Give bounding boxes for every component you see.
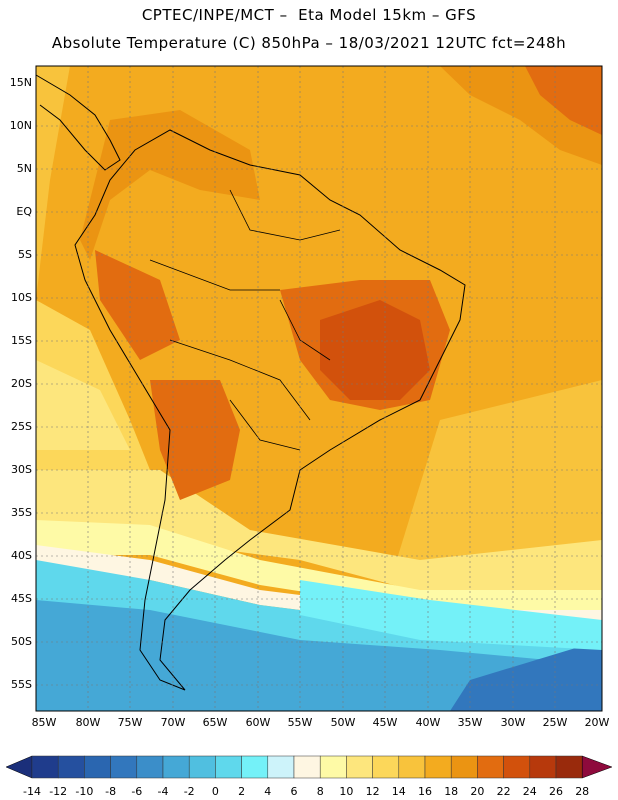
lat-label: 25S — [11, 420, 32, 433]
lat-label: 35S — [11, 506, 32, 519]
field-coldest-southeast — [450, 640, 602, 711]
lat-label: 20S — [11, 377, 32, 390]
colorbar-segment — [398, 755, 426, 779]
field-cold-core — [36, 600, 602, 711]
chart-title-line1: CPTEC/INPE/MCT – Eta Model 15km – GFS — [141, 6, 477, 24]
lat-label: 15S — [11, 334, 32, 347]
colorbar-tick-label: 24 — [522, 785, 537, 798]
field-pale-band — [36, 520, 602, 620]
colorbar-tick-label: -2 — [183, 785, 195, 798]
colorbar-segment — [346, 755, 373, 779]
colorbar-segment — [450, 755, 478, 779]
lat-label: EQ — [16, 205, 32, 218]
colorbar-tick-label: 12 — [365, 785, 380, 798]
lat-label: 55S — [11, 678, 32, 691]
colorbar-segment — [319, 755, 347, 779]
lat-label: 5N — [16, 162, 32, 175]
colorbar-segment — [529, 755, 557, 779]
colorbar-tick-label: 2 — [238, 785, 246, 798]
lat-label: 30S — [11, 463, 32, 476]
central-america-outline — [35, 74, 121, 171]
colorbar-segment — [293, 755, 321, 779]
lat-label: 5S — [18, 248, 32, 261]
colorbar-segment — [241, 755, 269, 779]
lon-label: 30W — [500, 716, 526, 729]
colorbar-tick-label: 28 — [575, 785, 590, 798]
field-hot-brazil-core — [320, 300, 430, 400]
colorbar-tick-label: -4 — [157, 785, 169, 798]
lat-label: 40S — [11, 549, 32, 562]
lon-label: 35W — [457, 716, 483, 729]
colorbar-tick-label: 20 — [470, 785, 485, 798]
field-cooler-pacific-north — [36, 66, 70, 300]
field-warm-amazon-west — [95, 250, 180, 360]
field-hot-northeast — [525, 66, 602, 135]
colorbar-segment — [136, 755, 164, 779]
colorbar-segment — [84, 755, 111, 779]
field-cyan-south-atlantic — [300, 580, 602, 650]
colorbar-tick-label: 26 — [549, 785, 563, 798]
lon-label: 65W — [202, 716, 228, 729]
lat-label: 15N — [9, 76, 32, 89]
lat-label: 10S — [11, 291, 32, 304]
lon-label: 85W — [31, 716, 57, 729]
lon-label: 70W — [160, 716, 186, 729]
colorbar-segment — [31, 755, 59, 779]
colorbar-tick-label: -12 — [49, 785, 68, 798]
colorbar-tick-label: 4 — [264, 785, 272, 798]
colorbar-tick-label: -8 — [105, 785, 117, 798]
colorbar-arrow-right — [581, 755, 613, 779]
colorbar-tick-label: 16 — [418, 785, 432, 798]
colorbar-tick-label: -6 — [131, 785, 143, 798]
colorbar-tick-label: -14 — [23, 785, 41, 798]
colorbar-segment — [215, 755, 242, 779]
lon-label: 25W — [542, 716, 568, 729]
colorbar-tick-label: 10 — [339, 785, 354, 798]
lat-label: 10N — [9, 119, 32, 132]
lon-label: 55W — [287, 716, 313, 729]
lat-label: 50S — [11, 635, 32, 648]
temperature-field — [36, 66, 602, 711]
map-frame — [35, 65, 603, 712]
lon-label: 50W — [330, 716, 356, 729]
colorbar-tick-label: -10 — [75, 785, 94, 798]
colorbar-segment — [372, 755, 400, 779]
colorbar-segment — [57, 755, 85, 779]
lon-label: 20W — [584, 716, 610, 729]
colorbar-segment — [110, 755, 138, 779]
colorbar-tick-label: 0 — [211, 785, 219, 798]
lat-label: 45S — [11, 592, 32, 605]
colorbar-segment — [555, 755, 583, 779]
colorbar-segment — [424, 755, 452, 779]
country-borders — [149, 189, 341, 451]
chart-title-line2: Absolute Temperature (C) 850hPa – 18/03/… — [51, 34, 567, 52]
colorbar-segment — [162, 755, 190, 779]
lon-label: 45W — [372, 716, 398, 729]
colorbar-segment — [503, 755, 531, 779]
colorbar-tick-label: 6 — [290, 785, 298, 798]
lon-label: 40W — [415, 716, 441, 729]
lon-label: 75W — [117, 716, 143, 729]
colorbar-segment — [267, 755, 295, 779]
colorbar-tick-label: 8 — [316, 785, 324, 798]
lon-label: 80W — [75, 716, 101, 729]
colorbar-tick-label: 22 — [496, 785, 511, 798]
colorbar-tick-label: 14 — [391, 785, 406, 798]
colorbar-tick-label: 18 — [444, 785, 459, 798]
continent-outline — [74, 129, 466, 691]
graticule — [36, 66, 602, 711]
field-mild-pacific — [36, 360, 130, 450]
colorbar-segment — [188, 755, 216, 779]
lon-label: 60W — [245, 716, 271, 729]
colorbar-segment — [477, 755, 504, 779]
colorbar-arrow-left — [5, 755, 33, 779]
colorbar — [5, 755, 613, 779]
